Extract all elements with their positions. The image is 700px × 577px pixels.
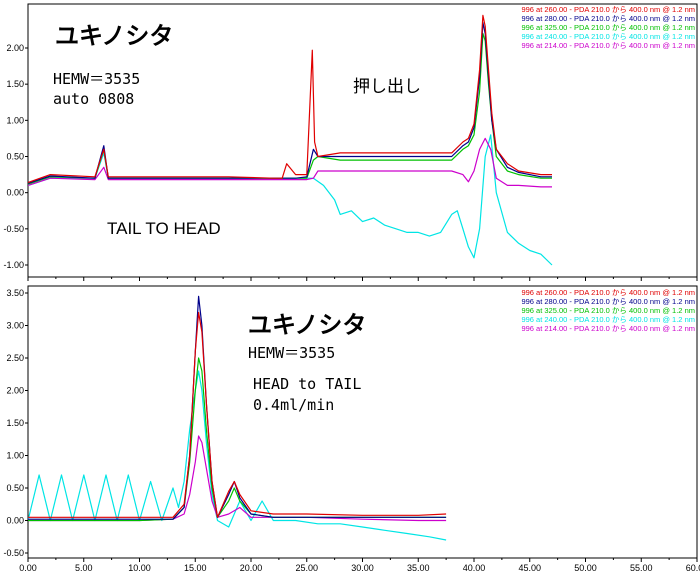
bottom-x-tick-label: 10.00 [128, 563, 151, 572]
top-y-tick-label: -1.00 [3, 260, 24, 270]
top-note-push: 押し出し [353, 77, 421, 96]
bottom-x-tick-label: 50.00 [574, 563, 597, 572]
bottom-x-tick-label: 40.00 [463, 563, 486, 572]
bottom-y-tick-label: 1.00 [6, 451, 24, 461]
bottom-y-tick-label: 3.50 [6, 288, 24, 298]
top-y-tick-label: 1.00 [6, 115, 24, 125]
top-series-line-3 [28, 22, 552, 184]
bottom-y-tick-label: 0.00 [6, 516, 24, 526]
top-note-direction: TAIL TO HEAD [107, 219, 221, 238]
top-legend-entry: 996 at 280.00 - PDA 210.0 から 400.0 nm @ … [521, 14, 695, 23]
top-y-tick-label: 2.00 [6, 43, 24, 53]
bottom-legend-entry: 996 at 325.00 - PDA 210.0 から 400.0 nm @ … [521, 306, 695, 315]
top-y-tick-label: 0.50 [6, 152, 24, 162]
top-note-hemw: HEMW＝3535 [53, 70, 140, 88]
top-y-tick-label: 0.00 [6, 188, 24, 198]
bottom-note-direction: HEAD to TAIL [253, 375, 361, 393]
bottom-x-tick-label: 0.00 [19, 563, 37, 572]
bottom-title: ユキノシタ [248, 312, 366, 339]
top-y-tick-label: -0.50 [3, 224, 24, 234]
bottom-x-tick-label: 20.00 [240, 563, 263, 572]
bottom-legend-entry: 996 at 260.00 - PDA 210.0 から 400.0 nm @ … [521, 288, 695, 297]
top-legend-entry: 996 at 240.00 - PDA 210.0 から 400.0 nm @ … [521, 32, 695, 41]
top-series-line-1 [28, 137, 552, 188]
bottom-y-tick-label: 2.00 [6, 386, 24, 396]
bottom-legend-entry: 996 at 214.00 - PDA 210.0 から 400.0 nm @ … [521, 324, 695, 333]
bottom-note-flow: 0.4ml/min [253, 396, 334, 414]
bottom-y-tick-label: -0.50 [3, 548, 24, 558]
bottom-x-tick-label: 55.00 [630, 563, 653, 572]
bottom-y-tick-label: 0.50 [6, 483, 24, 493]
bottom-x-tick-label: 60.00 [686, 563, 700, 572]
bottom-y-tick-label: 2.50 [6, 353, 24, 363]
bottom-x-tick-label: 35.00 [407, 563, 430, 572]
bottom-plot-frame [27, 285, 698, 559]
bottom-legend-entry: 996 at 280.00 - PDA 210.0 から 400.0 nm @ … [521, 297, 695, 306]
top-legend-entry: 996 at 214.00 - PDA 210.0 から 400.0 nm @ … [521, 41, 695, 50]
bottom-x-tick-label: 15.00 [184, 563, 207, 572]
bottom-x-tick-label: 30.00 [351, 563, 374, 572]
bottom-series-line-0 [28, 370, 447, 541]
bottom-x-tick-label: 25.00 [295, 563, 318, 572]
top-legend-entry: 996 at 260.00 - PDA 210.0 から 400.0 nm @ … [521, 5, 695, 14]
bottom-legend-entry: 996 at 240.00 - PDA 210.0 から 400.0 nm @ … [521, 315, 695, 324]
bottom-series-line-4 [28, 311, 447, 518]
top-legend-entry: 996 at 325.00 - PDA 210.0 から 400.0 nm @ … [521, 23, 695, 32]
bottom-y-tick-label: 3.00 [6, 321, 24, 331]
bottom-x-tick-label: 45.00 [518, 563, 541, 572]
top-plot-frame [27, 3, 698, 278]
top-y-tick-label: 1.50 [6, 79, 24, 89]
bottom-x-tick-label: 5.00 [75, 563, 93, 572]
bottom-panel: 3.50 3.00 2.50 2.00 1.50 1.00 0.50 0.00 -0.50 0.0… [3, 285, 700, 573]
bottom-y-tick-label: 1.50 [6, 418, 24, 428]
top-series-line-4 [28, 14, 552, 184]
top-title: ユキノシタ [55, 23, 173, 50]
bottom-note-hemw: HEMW＝3535 [248, 344, 335, 362]
top-note-auto: auto 0808 [53, 90, 134, 108]
top-panel: 2.00 1.50 1.00 0.50 0.00 -0.50 -1.00 996 at 260… [3, 3, 698, 281]
